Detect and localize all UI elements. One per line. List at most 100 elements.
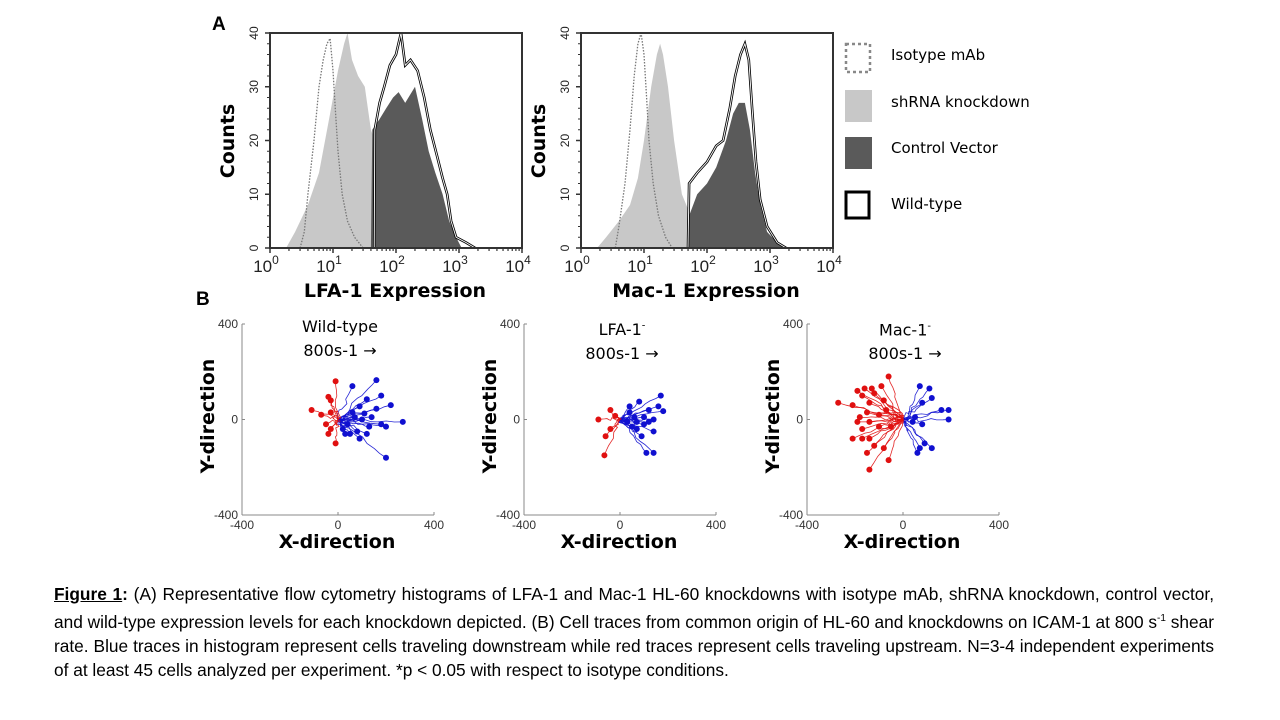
upstream-endpoint xyxy=(871,390,878,397)
legend-swatch-isotype xyxy=(844,42,872,74)
downstream-endpoint xyxy=(366,423,373,430)
upstream-endpoint xyxy=(327,397,334,404)
x-tick-label: 100 xyxy=(564,253,590,276)
x-tick-exponent: 4 xyxy=(524,253,531,267)
downstream-endpoint xyxy=(383,454,389,461)
upstream-endpoint xyxy=(835,399,842,406)
upstream-endpoint xyxy=(854,418,861,425)
downstream-endpoint xyxy=(645,418,652,425)
upstream-trace xyxy=(334,381,342,420)
x-tick-exponent: 2 xyxy=(398,253,405,267)
caption-superscript: -1 xyxy=(1157,612,1166,624)
upstream-endpoint xyxy=(885,373,892,380)
x-tick-exponent: 2 xyxy=(709,253,716,267)
downstream-endpoint xyxy=(378,421,385,428)
downstream-trace xyxy=(619,418,649,424)
y-tick-label: 20 xyxy=(558,134,572,148)
y-tick-label: 0 xyxy=(247,244,261,251)
upstream-endpoint xyxy=(868,385,875,392)
caption-text-1: (A) Representative flow cytometry histog… xyxy=(54,584,1214,632)
upstream-endpoint xyxy=(607,406,614,413)
plot-title: LFA-1- xyxy=(552,315,692,342)
x-tick-label: 103 xyxy=(753,253,779,276)
downstream-endpoint xyxy=(657,392,664,399)
downstream-endpoint xyxy=(347,430,353,437)
upstream-endpoint xyxy=(864,409,870,416)
downstream-trace xyxy=(902,385,921,420)
upstream-trace xyxy=(866,419,904,454)
upstream-endpoint xyxy=(607,426,614,433)
x-tick-label: -400 xyxy=(795,518,819,532)
downstream-trace xyxy=(337,398,368,420)
upstream-endpoint xyxy=(854,387,861,394)
downstream-endpoint xyxy=(361,410,368,417)
x-tick-exponent: 3 xyxy=(461,253,468,267)
x-axis-label: LFA-1 Expression xyxy=(303,280,487,302)
upstream-endpoint xyxy=(332,378,339,385)
y-tick-label: 0 xyxy=(796,413,803,427)
downstream-endpoint xyxy=(916,445,923,452)
upstream-trace xyxy=(888,376,904,420)
caption-colon: : xyxy=(122,584,128,604)
upstream-trace xyxy=(883,400,905,420)
caption-label: Figure 1 xyxy=(54,584,123,604)
upstream-endpoint xyxy=(866,435,873,442)
upstream-endpoint xyxy=(888,423,894,430)
x-tick-exponent: 1 xyxy=(335,253,342,267)
x-tick-label: 0 xyxy=(900,518,907,532)
x-tick-label: 400 xyxy=(989,518,1009,532)
upstream-endpoint xyxy=(327,409,334,416)
downstream-trace xyxy=(902,409,942,420)
downstream-endpoint xyxy=(638,433,645,440)
plot-subtitle: 800s-1 → xyxy=(868,344,942,364)
y-tick-label: 400 xyxy=(218,317,238,331)
mac1-knockdown-traces-chart: Y-direction -400 0 400 -400 0 400 Mac-1- 800s… xyxy=(755,310,1015,560)
x-tick-label: 400 xyxy=(424,518,444,532)
y-tick-label: 0 xyxy=(513,413,520,427)
upstream-trace xyxy=(598,417,621,422)
upstream-endpoint xyxy=(859,426,866,433)
upstream-trace xyxy=(862,419,904,439)
x-tick-label: 104 xyxy=(816,253,842,276)
y-tick-label: -400 xyxy=(779,508,803,522)
x-axis-label: X-direction xyxy=(278,531,396,553)
plot-title: Wild-type xyxy=(301,317,379,336)
plot-title-text: LFA-1- xyxy=(598,320,646,340)
upstream-trace xyxy=(885,409,904,422)
caption-text-2: shear rate. Blue traces in histogram rep… xyxy=(54,611,1214,681)
wild-type-traces-chart: Y-direction -400 0 400 -400 0 400 Wild-type 8… xyxy=(190,310,450,560)
downstream-endpoint xyxy=(342,430,349,437)
upstream-trace xyxy=(869,417,904,423)
downstream-trace xyxy=(337,406,360,420)
plot-subtitle: 800s-1 → xyxy=(303,341,377,360)
downstream-endpoint xyxy=(349,409,356,416)
y-tick-label: 400 xyxy=(500,317,520,331)
downstream-endpoint xyxy=(629,423,635,430)
downstream-endpoint xyxy=(655,403,662,410)
series-control-vector xyxy=(688,102,787,249)
y-tick-label: 0 xyxy=(558,244,572,251)
upstream-endpoint xyxy=(883,406,890,413)
upstream-trace xyxy=(330,400,340,420)
x-tick-exponent: 4 xyxy=(835,253,842,267)
upstream-endpoint xyxy=(308,406,315,413)
downstream-endpoint xyxy=(914,449,921,456)
x-tick-label: -400 xyxy=(512,518,536,532)
series-wild-type-inner xyxy=(373,32,476,249)
downstream-endpoint xyxy=(928,445,935,452)
downstream-endpoint xyxy=(356,435,363,442)
x-tick-label: 103 xyxy=(442,253,468,276)
downstream-trace xyxy=(902,409,949,420)
downstream-endpoint xyxy=(909,418,916,425)
y-tick-label: 10 xyxy=(247,187,261,201)
y-tick-label: 10 xyxy=(558,187,572,201)
downstream-trace xyxy=(619,419,647,454)
upstream-endpoint xyxy=(849,402,856,409)
upstream-trace xyxy=(869,419,904,470)
upstream-endpoint xyxy=(318,411,325,418)
upstream-trace xyxy=(862,419,904,430)
x-axis-label: Mac-1 Expression xyxy=(612,280,800,302)
downstream-endpoint xyxy=(945,416,952,423)
downstream-endpoint xyxy=(645,406,652,413)
